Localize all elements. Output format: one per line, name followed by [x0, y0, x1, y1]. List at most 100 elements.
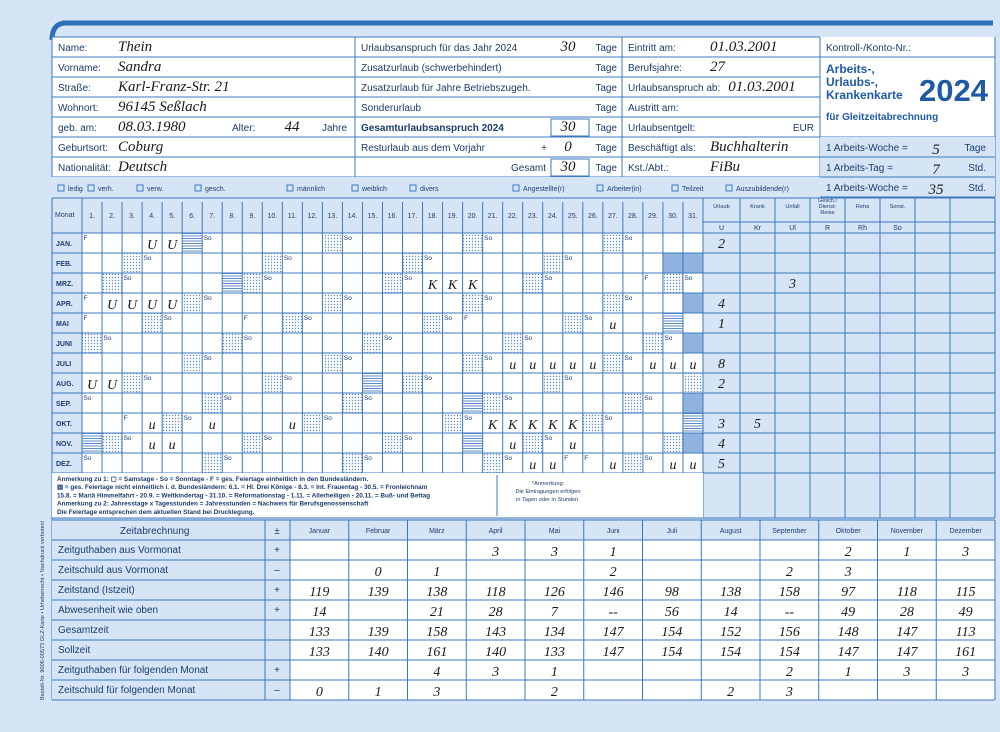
account-label: Abwesenheit wie oben [58, 605, 158, 616]
saturday [262, 373, 283, 393]
saturday [662, 273, 683, 293]
day-cell [522, 253, 543, 273]
worktime-value: 5 [932, 142, 940, 158]
day-cell [562, 453, 583, 473]
day-cell [682, 313, 703, 333]
day-cell [82, 413, 103, 433]
account-value: 133 [544, 645, 565, 660]
day-cell [342, 313, 363, 333]
saturday [302, 413, 323, 433]
field-value: 08.03.1980 [118, 119, 186, 135]
day-marker: So [504, 455, 512, 462]
day-cell [142, 233, 163, 253]
day-cell [522, 313, 543, 333]
day-entry: K [567, 418, 578, 433]
day-cell [122, 293, 143, 313]
day-cell [422, 333, 443, 353]
day-cell [442, 353, 463, 373]
day-label: 11. [288, 213, 297, 220]
employment-value: 01.03.2001 [728, 79, 796, 95]
account-value: -- [608, 605, 618, 620]
day-marker: So [684, 275, 692, 282]
account-month: Juli [667, 528, 678, 535]
day-cell [442, 293, 463, 313]
vacation-value: 30 [560, 39, 577, 55]
summary-title: Gesch./ [818, 198, 838, 204]
account-value: 2 [551, 685, 558, 700]
account-month: März [429, 528, 445, 535]
saturday [462, 293, 483, 313]
day-cell [522, 453, 543, 473]
day-marker: So [304, 315, 312, 322]
day-cell [622, 353, 643, 373]
day-cell [422, 353, 443, 373]
day-cell [522, 393, 543, 413]
field-label: Wohnort: [58, 103, 98, 114]
account-value: 4 [433, 665, 440, 680]
account-value: 147 [896, 625, 918, 640]
checkbox-label: Auszubildende(r) [736, 186, 789, 193]
saturday [282, 313, 303, 333]
account-value: 147 [896, 645, 918, 660]
day-marker: F [644, 275, 648, 282]
day-cell [342, 413, 363, 433]
day-cell [642, 453, 663, 473]
day-cell [142, 393, 163, 413]
day-cell [262, 433, 283, 453]
day-cell [622, 413, 643, 433]
account-value: 147 [603, 625, 625, 640]
account-value: 3 [902, 665, 910, 680]
day-cell [382, 413, 403, 433]
account-value: 3 [491, 665, 499, 680]
month-label: SEP. [56, 401, 71, 408]
saturday [542, 373, 563, 393]
regional-holiday [362, 373, 383, 393]
day-cell [142, 453, 163, 473]
day-cell [482, 313, 503, 333]
day-cell [582, 353, 603, 373]
day-cell [622, 273, 643, 293]
day-cell [502, 453, 523, 473]
day-entry: u [149, 418, 156, 433]
employment-value: Buchhalterin [710, 139, 788, 155]
day-cell [562, 393, 583, 413]
account-value: 2 [786, 565, 793, 580]
day-cell [602, 393, 623, 413]
saturday [242, 273, 263, 293]
legend-note: Anmerkung zu 2: Jahresstage x Tagesstund… [57, 501, 369, 508]
account-value: 2 [845, 545, 852, 560]
day-marker: So [264, 435, 272, 442]
account-value: 3 [785, 685, 793, 700]
day-cell [442, 333, 463, 353]
day-marker: So [284, 255, 292, 262]
day-cell [422, 253, 443, 273]
day-marker: So [104, 335, 112, 342]
saturday [602, 293, 623, 313]
day-cell [622, 333, 643, 353]
employment-label: Eintritt am: [628, 43, 676, 54]
saturday [322, 293, 343, 313]
checkbox [725, 184, 733, 192]
day-cell [562, 273, 583, 293]
day-marker: So [144, 255, 152, 262]
day-cell [102, 253, 123, 273]
day-cell [342, 233, 363, 253]
saturday [182, 353, 203, 373]
employment-unit: EUR [793, 123, 814, 134]
day-cell [242, 413, 263, 433]
day-cell [442, 233, 463, 253]
saturday [482, 453, 503, 473]
day-cell [542, 333, 563, 353]
account-sign: + [274, 545, 280, 556]
day-marker: So [464, 415, 472, 422]
day-cell [402, 273, 423, 293]
day-label: 15. [368, 213, 378, 220]
day-entry: U [147, 238, 158, 253]
day-entry: U [127, 298, 138, 313]
day-cell [542, 353, 563, 373]
summary-value: 3 [788, 277, 796, 292]
legend-note: Die Feiertage entsprechen dem aktuellen … [57, 509, 255, 516]
day-cell [582, 373, 603, 393]
day-cell [562, 353, 583, 373]
